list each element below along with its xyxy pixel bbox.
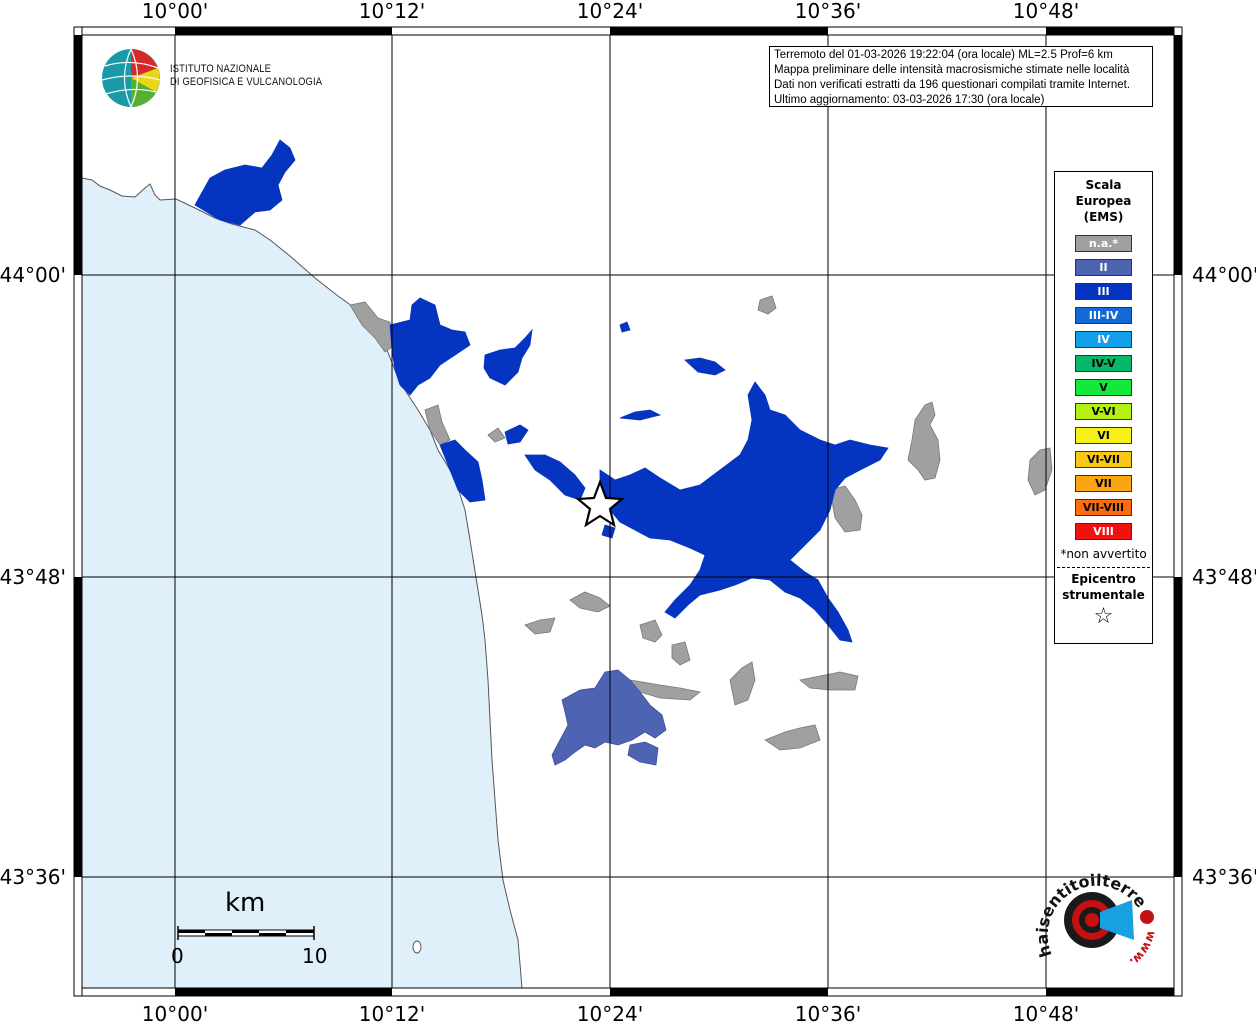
legend-item: V (1075, 379, 1132, 396)
earthquake-info-box: Terremoto del 01-03-2026 19:22:04 (ora l… (769, 46, 1153, 107)
ems-legend: Scala Europea (EMS) n.a.* II III III-IV IV IV… (1054, 171, 1153, 644)
legend-item: III (1075, 283, 1132, 300)
legend-item: IV (1075, 331, 1132, 348)
scale-bar-min: 0 (171, 944, 184, 968)
legend-item: n.a.* (1075, 235, 1132, 252)
legend-title-line: Europea (1075, 194, 1132, 208)
ingv-name-line2: DI GEOFISICA E VULCANOLOGIA (170, 76, 323, 88)
scale-bar (177, 926, 315, 940)
legend-separator (1057, 567, 1150, 568)
legend-epicenter-line: Epicentro (1071, 572, 1136, 586)
lon-label: 10°12' (359, 0, 425, 23)
lon-label: 10°48' (1013, 0, 1079, 23)
lon-label: 10°48' (1013, 1002, 1079, 1024)
lon-label: 10°36' (795, 1002, 861, 1024)
ingv-name: ISTITUTO NAZIONALE DI GEOFISICA E VULCAN… (170, 63, 322, 89)
lat-label: 43°36' (0, 865, 66, 889)
intensity-II-areas (551, 669, 667, 766)
ingv-name-line1: ISTITUTO NAZIONALE (170, 63, 272, 75)
legend-epicenter-line: strumentale (1062, 588, 1145, 602)
lon-label: 10°00' (142, 1002, 208, 1024)
legend-title-line: (EMS) (1083, 210, 1124, 224)
lon-label: 10°12' (359, 1002, 425, 1024)
lat-labels-right: 44°00' 43°48' 43°36' (1192, 263, 1256, 889)
legend-item: VII (1075, 475, 1132, 492)
small-lake (412, 940, 422, 954)
ingv-logo-icon (101, 48, 161, 108)
lon-label: 10°36' (795, 0, 861, 23)
epicenter-star-icon (575, 478, 625, 528)
legend-item: II (1075, 259, 1132, 276)
haisentitoilterremoto-logo-icon: haisentitoilterremoto.it www. (1030, 860, 1159, 969)
lat-label: 43°36' (1192, 865, 1256, 889)
lat-label: 44°00' (1192, 263, 1256, 287)
legend-item: VI (1075, 427, 1132, 444)
lon-label: 10°24' (577, 0, 643, 23)
legend-item: V-VI (1075, 403, 1132, 420)
lat-labels-left: 44°00' 43°48' 43°36' (0, 263, 66, 889)
info-line-event: Terremoto del 01-03-2026 19:22:04 (ora l… (774, 49, 1113, 61)
map-frame (73, 26, 1183, 997)
legend-title-line: Scala (1085, 178, 1122, 192)
legend-note: *non avvertito (1060, 547, 1147, 561)
legend-item: III-IV (1075, 307, 1132, 324)
legend-items: n.a.* II III III-IV IV IV-V V V-VI VI VI-VII VII VI… (1055, 235, 1152, 540)
info-line-last-update: Ultimo aggiornamento: 03-03-2026 17:30 (… (774, 94, 1045, 106)
legend-title: Scala Europea (EMS) (1055, 177, 1152, 225)
legend-epicenter-label: Epicentro strumentale (1055, 571, 1152, 603)
legend-item: VII-VIII (1075, 499, 1132, 516)
info-line-description: Mappa preliminare delle intensità macros… (774, 64, 1130, 76)
legend-star-icon: ☆ (1093, 604, 1114, 629)
lat-label: 43°48' (0, 565, 66, 589)
legend-item: VIII (1075, 523, 1132, 540)
lon-labels-top: 10°00' 10°12' 10°24' 10°36' 10°48' (142, 0, 1079, 23)
lat-label: 43°48' (1192, 565, 1256, 589)
intensity-III-areas (194, 139, 889, 643)
scale-bar-unit: km (225, 888, 266, 918)
lat-label: 44°00' (0, 263, 66, 287)
lon-labels-bottom: 10°00' 10°12' 10°24' 10°36' 10°48' (142, 1002, 1079, 1024)
info-line-data-source: Dati non verificati estratti da 196 ques… (774, 79, 1131, 91)
lon-label: 10°00' (142, 0, 208, 23)
legend-item: IV-V (1075, 355, 1132, 372)
lon-label: 10°24' (577, 1002, 643, 1024)
scale-bar-max: 10 (302, 944, 328, 968)
legend-item: VI-VII (1075, 451, 1132, 468)
